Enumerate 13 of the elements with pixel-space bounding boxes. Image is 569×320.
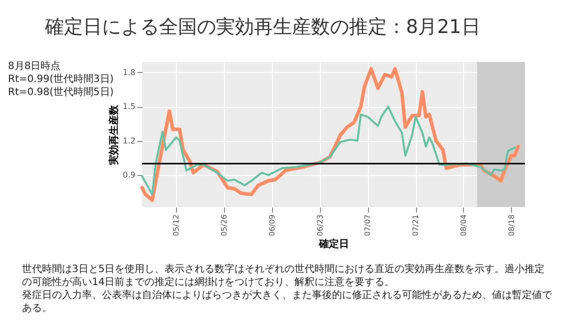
y-tick-label: 0.9 — [122, 170, 136, 180]
text: 8月8日時点 — [8, 60, 62, 73]
text: Rt=0.98(世代時間5日) — [8, 86, 114, 99]
chart-title: 確定日による全国の実効再生産数の推定：8月21日 — [45, 15, 480, 40]
text: 発症日の入力率、公表率は自治体によりばらつきが大きく、また事後的に修正される可能性があるため、値は暫定値である。 — [22, 289, 552, 315]
x-axis-title: 確定日 — [318, 238, 349, 250]
text: Rt=0.99(世代時間3日) — [8, 73, 114, 86]
y-axis-title: 実効再生産数 — [108, 104, 120, 166]
line-series — [141, 106, 516, 196]
y-tick-label: 1.8 — [122, 68, 136, 77]
text: 世代時間は3日と5日を使用し、表示される数字はそれぞれの世代時間における直近の実効再生産数を示す。過小推定の可能性が高い14日前までの推定には網掛けをつけており、解釈に注意を要する。 — [22, 263, 546, 289]
y-tick-label: 1.5 — [122, 102, 136, 112]
y-tick-label: 1.2 — [122, 136, 136, 146]
